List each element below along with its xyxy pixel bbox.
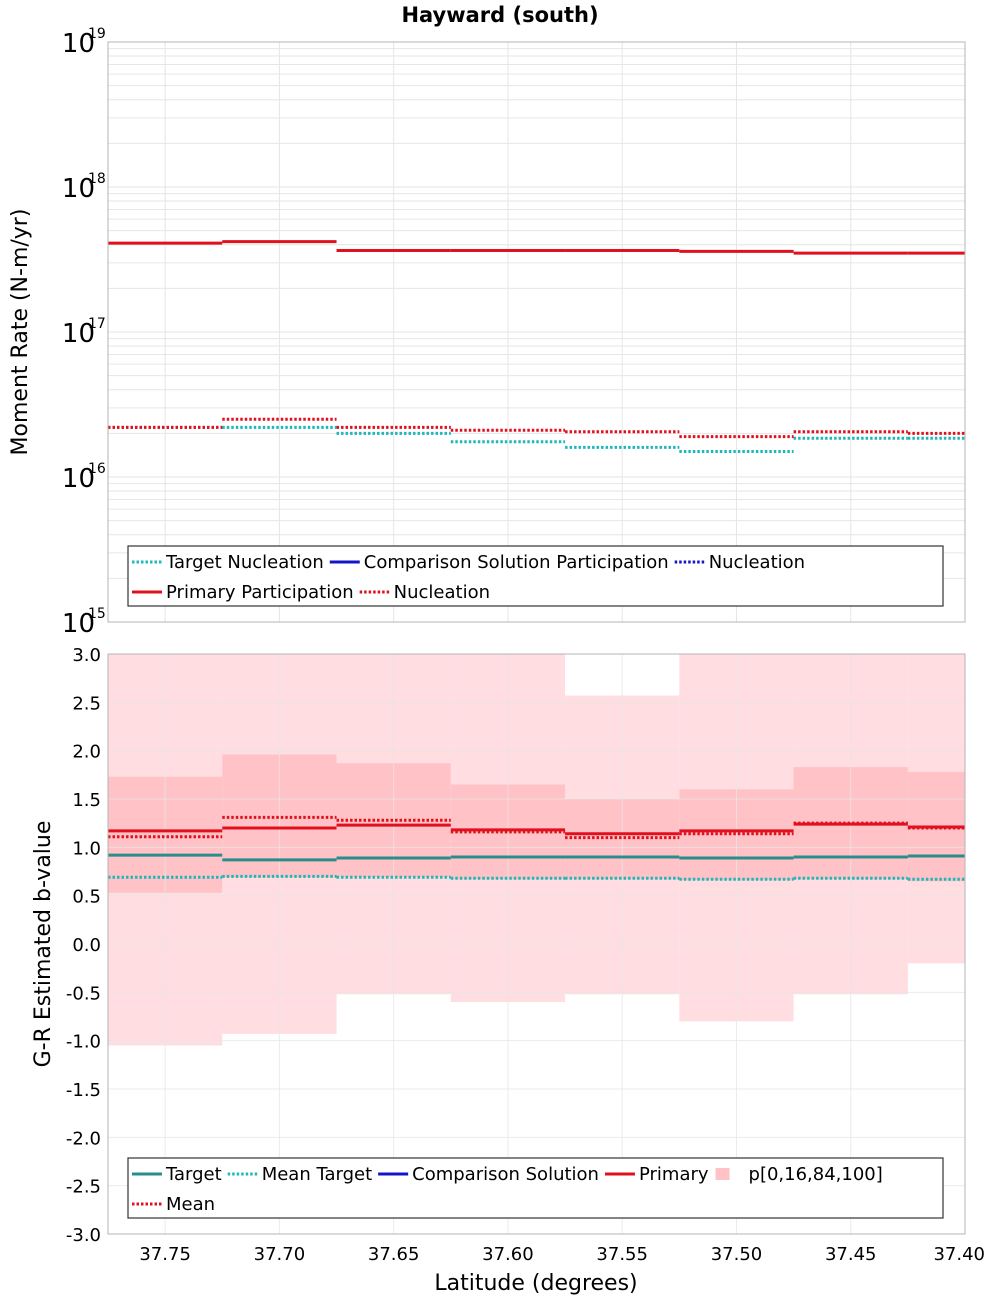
percentile-band xyxy=(108,654,965,1046)
legend-label: Nucleation xyxy=(394,582,490,603)
legend-label: Comparison Solution xyxy=(412,1164,599,1185)
top-plot-frame xyxy=(107,41,966,623)
bottom-y-tick-label: 2.5 xyxy=(72,693,101,714)
top-y-tick-label: 10 xyxy=(62,609,95,639)
legend-label: Mean xyxy=(166,1194,215,1215)
bottom-y-tick-label: -3.0 xyxy=(66,1225,101,1246)
x-tick-label: 37.70 xyxy=(254,1244,306,1265)
bottom-legend: Target Mean Target Comparison Solution Prim… xyxy=(127,1157,944,1219)
x-tick-labels: 37.75 37.70 37.65 37.60 37.55 37.50 37.45 37.40 xyxy=(139,1244,985,1265)
x-tick-label: 37.65 xyxy=(368,1244,420,1265)
x-tick-label: 37.50 xyxy=(711,1244,763,1265)
x-tick-label: 37.60 xyxy=(482,1244,534,1265)
b-value-panel: -3.0 -2.5 -2.0 -1.5 -1.0 -0.5 0.0 0.5 1.0 1.5 2.0 2… xyxy=(31,645,985,1296)
x-tick-label: 37.40 xyxy=(933,1244,985,1265)
top-legend: Target Nucleation Comparison Solution Par… xyxy=(127,545,944,607)
top-y-tick-label: 10 xyxy=(62,174,95,204)
chart-title: Hayward (south) xyxy=(401,3,598,27)
x-tick-label: 37.75 xyxy=(139,1244,191,1265)
top-y-tick-exponent: 16 xyxy=(88,461,106,477)
legend-box xyxy=(127,1157,944,1219)
legend-label: Target Nucleation xyxy=(165,552,324,573)
legend-label: Mean Target xyxy=(262,1164,372,1185)
top-gridlines xyxy=(108,42,966,623)
legend-label: Nucleation xyxy=(709,552,805,573)
top-y-tick-exponent: 15 xyxy=(88,606,106,622)
bottom-y-tick-label: 0.5 xyxy=(72,887,101,908)
bottom-y-axis-label: G-R Estimated b-value xyxy=(31,821,56,1068)
x-tick-label: 37.55 xyxy=(596,1244,648,1265)
bottom-plot-frame xyxy=(107,653,966,1235)
bottom-y-tick-label: -1.0 xyxy=(66,1032,101,1053)
bottom-series-lines xyxy=(108,815,965,881)
legend-swatch-patch xyxy=(715,1168,730,1180)
x-tick-label: 37.45 xyxy=(825,1244,877,1265)
x-axis-label: Latitude (degrees) xyxy=(434,1271,637,1296)
legend-label: Target xyxy=(165,1164,222,1185)
bottom-y-tick-label: -2.5 xyxy=(66,1177,101,1198)
bottom-y-tick-label: -2.0 xyxy=(66,1128,101,1149)
top-series-lines xyxy=(108,240,965,453)
bottom-y-tick-labels: -3.0 -2.5 -2.0 -1.5 -1.0 -0.5 0.0 0.5 1.0 1.5 2.0 2… xyxy=(66,645,101,1246)
top-y-axis-label: Moment Rate (N-m/yr) xyxy=(8,209,33,456)
bottom-y-tick-label: 0.0 xyxy=(72,935,101,956)
bottom-y-tick-label: 1.5 xyxy=(72,790,101,811)
bottom-y-tick-label: -0.5 xyxy=(66,983,101,1004)
top-y-tick-exponent: 18 xyxy=(88,171,106,187)
legend-label: p[0,16,84,100] xyxy=(749,1164,883,1185)
legend-label: Comparison Solution Participation xyxy=(364,552,669,573)
bottom-y-tick-label: 3.0 xyxy=(72,645,101,666)
top-y-tick-exponent: 19 xyxy=(88,26,106,42)
legend-label: Primary Participation xyxy=(166,582,354,603)
legend-box xyxy=(127,545,944,607)
bottom-y-tick-label: 2.0 xyxy=(72,742,101,763)
bottom-y-tick-label: 1.0 xyxy=(72,838,101,859)
legend-label: Primary xyxy=(639,1164,709,1185)
bottom-y-tick-label: -1.5 xyxy=(66,1080,101,1101)
top-y-tick-label: 10 xyxy=(62,464,95,494)
top-y-tick-label: 10 xyxy=(62,319,95,349)
top-y-tick-label: 10 xyxy=(62,29,95,59)
top-y-tick-exponent: 17 xyxy=(88,316,106,332)
